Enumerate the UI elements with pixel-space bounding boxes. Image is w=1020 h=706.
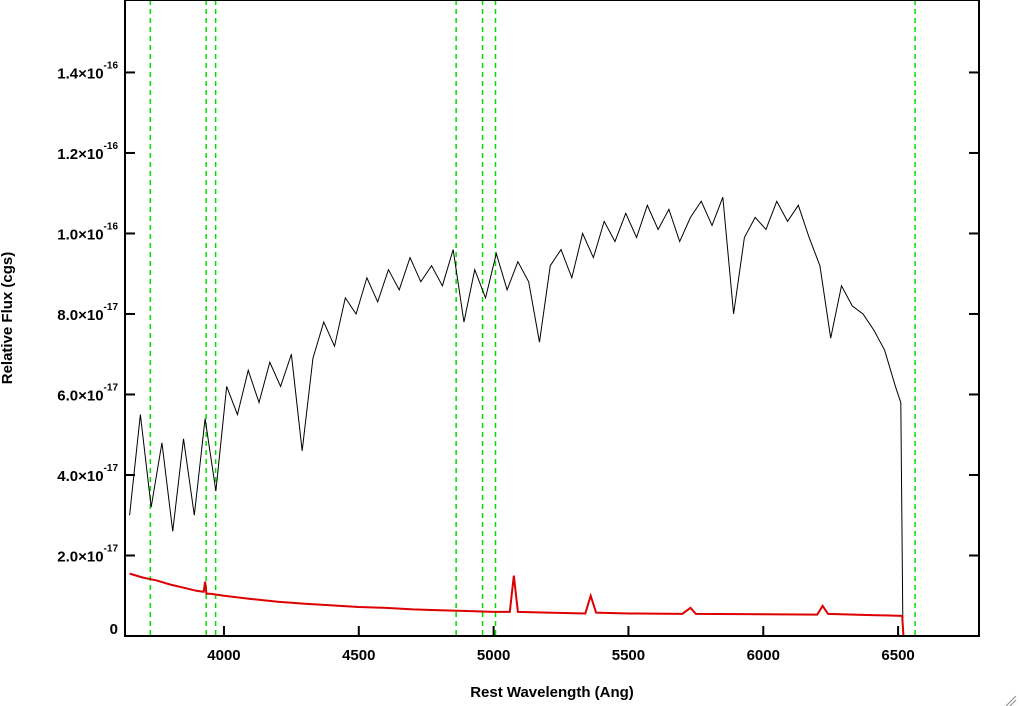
spectrum-line xyxy=(129,197,904,637)
y-tick-mantissa: 1.4×10 xyxy=(57,65,103,82)
y-tick-label: 0 xyxy=(110,621,118,638)
y-tick-label: 1.2×10-16 xyxy=(57,141,118,163)
y-tick-label: 8.0×10-17 xyxy=(57,302,118,324)
y-tick-mantissa: 4.0×10 xyxy=(57,468,103,485)
x-tick-label: 5500 xyxy=(612,647,645,664)
x-axis-title: Rest Wavelength (Ang) xyxy=(470,684,634,701)
spectrum-line xyxy=(129,572,979,637)
y-tick-exponent: -17 xyxy=(104,543,119,554)
y-tick-exponent: -17 xyxy=(104,463,119,474)
y-tick-exponent: -17 xyxy=(104,302,119,313)
x-tick-label: 4000 xyxy=(207,647,240,664)
plot-frame xyxy=(124,0,980,637)
y-tick-label: 1.4×10-16 xyxy=(57,60,118,82)
y-tick-exponent: -16 xyxy=(104,141,119,152)
x-tick-label: 5000 xyxy=(477,647,510,664)
y-tick-mantissa: 1.0×10 xyxy=(57,226,103,243)
y-tick-label: 2.0×10-17 xyxy=(57,543,118,565)
y-tick-mantissa: 2.0×10 xyxy=(57,548,103,565)
y-axis-title: Relative Flux (cgs) xyxy=(0,252,16,385)
y-tick-mantissa: 6.0×10 xyxy=(57,387,103,404)
x-tick-label: 4500 xyxy=(342,647,375,664)
y-tick-exponent: -16 xyxy=(104,221,119,232)
y-tick-label: 6.0×10-17 xyxy=(57,382,118,404)
x-tick-label: 6500 xyxy=(881,647,914,664)
y-tick-exponent: -16 xyxy=(104,60,119,71)
y-tick-mantissa: 1.2×10 xyxy=(57,146,103,163)
x-tick-label: 6000 xyxy=(747,647,780,664)
y-tick-mantissa: 8.0×10 xyxy=(57,307,103,324)
y-tick-label: 1.0×10-16 xyxy=(57,221,118,243)
y-tick-exponent: -17 xyxy=(104,382,119,393)
resize-grip xyxy=(1005,695,1017,706)
y-tick-label: 4.0×10-17 xyxy=(57,463,118,485)
